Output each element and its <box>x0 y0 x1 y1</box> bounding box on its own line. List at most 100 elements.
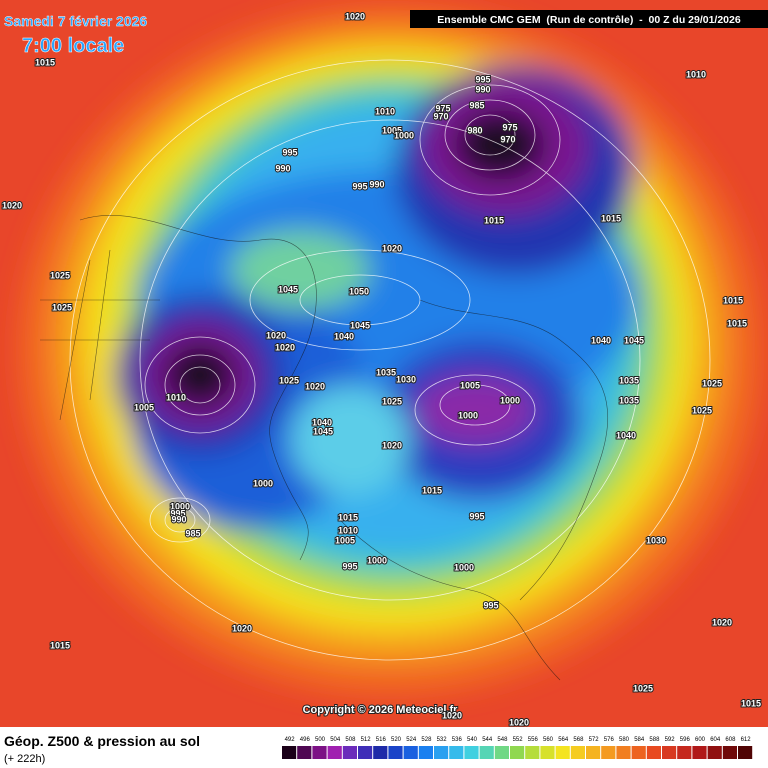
isobar-label: 1005 <box>382 125 402 135</box>
isobar-label: 975 <box>435 103 450 113</box>
isobar-label: 970 <box>500 134 515 144</box>
isobar-label: 1000 <box>454 562 474 572</box>
scale-label: 608 <box>725 737 736 743</box>
isobar-label: 1045 <box>278 284 298 294</box>
isobar-label: 1025 <box>382 396 402 406</box>
scale-label: 592 <box>665 737 676 743</box>
scale-label: 496 <box>300 737 311 743</box>
scale-label: 564 <box>558 737 569 743</box>
time-title: 7:00 locale <box>22 35 124 57</box>
isobar-label: 1025 <box>702 378 722 388</box>
scale-swatch <box>722 746 737 759</box>
isobar-label: 1015 <box>727 318 747 328</box>
isobar-label: 1025 <box>52 302 72 312</box>
isobar-label: 1000 <box>458 410 478 420</box>
isobar-label: 990 <box>369 179 384 189</box>
scale-swatch <box>373 746 388 759</box>
scale-label: 536 <box>452 737 463 743</box>
isobar-label: 1025 <box>50 270 70 280</box>
date-title: Samedi 7 février 2026 <box>4 13 147 29</box>
isobar-label: 1005 <box>134 402 154 412</box>
isobar-label: 980 <box>467 125 482 135</box>
isobar-label: 1035 <box>619 375 639 385</box>
scale-label: 520 <box>391 737 402 743</box>
color-scale: 492 496 500 504 508 512 516 520 524 528 532 536 540 5… <box>282 737 753 759</box>
isobar-label: 1035 <box>619 395 639 405</box>
isobar-label: 1025 <box>692 405 712 415</box>
scale-swatch <box>282 746 297 759</box>
scale-swatch <box>540 746 555 759</box>
isobar-label: 1040 <box>312 417 332 427</box>
isobar-label: 1020 <box>509 717 529 727</box>
scale-swatch <box>586 746 601 759</box>
isobar-label: 1040 <box>616 430 636 440</box>
model-info: Ensemble CMC GEM (Run de contrôle) - 00 … <box>437 14 741 26</box>
scale-swatch <box>342 746 357 759</box>
scale-swatch <box>570 746 585 759</box>
isobar-label: 1015 <box>35 57 55 67</box>
scale-label: 492 <box>285 737 296 743</box>
scale-swatch <box>403 746 418 759</box>
isobar-label: 1000 <box>170 501 190 511</box>
scale-label: 548 <box>497 737 508 743</box>
scale-label: 524 <box>406 737 417 743</box>
isobar-label: 1015 <box>338 512 358 522</box>
isobar-label: 970 <box>433 111 448 121</box>
scale-swatch <box>692 746 707 759</box>
isobar-label: 1015 <box>601 213 621 223</box>
isobar-label: 1000 <box>500 395 520 405</box>
isobar-label: 1025 <box>279 375 299 385</box>
scale-label: 516 <box>376 737 387 743</box>
isobar-label: 1020 <box>266 330 286 340</box>
isobar-label: 1025 <box>633 683 653 693</box>
isobar-label: 1020 <box>275 342 295 352</box>
scale-label: 576 <box>604 737 615 743</box>
isobar-label: 1045 <box>624 335 644 345</box>
lead-time: (+ 222h) <box>4 753 45 765</box>
scale-swatch <box>297 746 312 759</box>
scale-label: 572 <box>589 737 600 743</box>
isobar-label: 1020 <box>232 623 252 633</box>
scale-label: 612 <box>741 737 752 743</box>
isobar-label: 990 <box>275 163 290 173</box>
isobar-label: 1020 <box>382 243 402 253</box>
field-name: Géop. Z500 & pression au sol <box>4 733 200 749</box>
scale-label: 508 <box>345 737 356 743</box>
scale-label: 604 <box>710 737 721 743</box>
scale-swatch <box>327 746 342 759</box>
isobar-label: 1040 <box>334 331 354 341</box>
scale-label: 528 <box>421 737 432 743</box>
scale-label: 600 <box>695 737 706 743</box>
isobar-label: 1015 <box>50 640 70 650</box>
isobar-label: 1015 <box>741 698 761 708</box>
isobar-label: 1010 <box>338 525 358 535</box>
scale-swatch <box>738 746 753 759</box>
isobar-label: 985 <box>469 100 484 110</box>
isobar-label: 1020 <box>442 710 462 720</box>
scale-swatch <box>510 746 525 759</box>
copyright: Copyright © 2026 Meteociel.fr <box>303 704 459 716</box>
scale-swatch <box>464 746 479 759</box>
scale-label: 584 <box>634 737 645 743</box>
isobar-label: 1015 <box>723 295 743 305</box>
scale-label: 568 <box>573 737 584 743</box>
isobar-label: 995 <box>342 561 357 571</box>
model-box <box>410 10 768 28</box>
isobar-label: 990 <box>475 84 490 94</box>
isobar-label: 1045 <box>313 426 333 436</box>
isobar-label: 995 <box>352 181 367 191</box>
scale-swatch <box>494 746 509 759</box>
scale-swatch <box>662 746 677 759</box>
scale-swatch <box>631 746 646 759</box>
isobar-label: 995 <box>475 74 490 84</box>
isobar-label: 1035 <box>376 367 396 377</box>
isobar-label: 1045 <box>350 320 370 330</box>
isobar-label: 1010 <box>166 392 186 402</box>
scale-swatch <box>555 746 570 759</box>
isobar-label: 1020 <box>2 200 22 210</box>
isobar-label: 1010 <box>375 106 395 116</box>
isobar-label: 1020 <box>712 617 732 627</box>
scale-swatch <box>449 746 464 759</box>
isobar-label: 995 <box>282 147 297 157</box>
